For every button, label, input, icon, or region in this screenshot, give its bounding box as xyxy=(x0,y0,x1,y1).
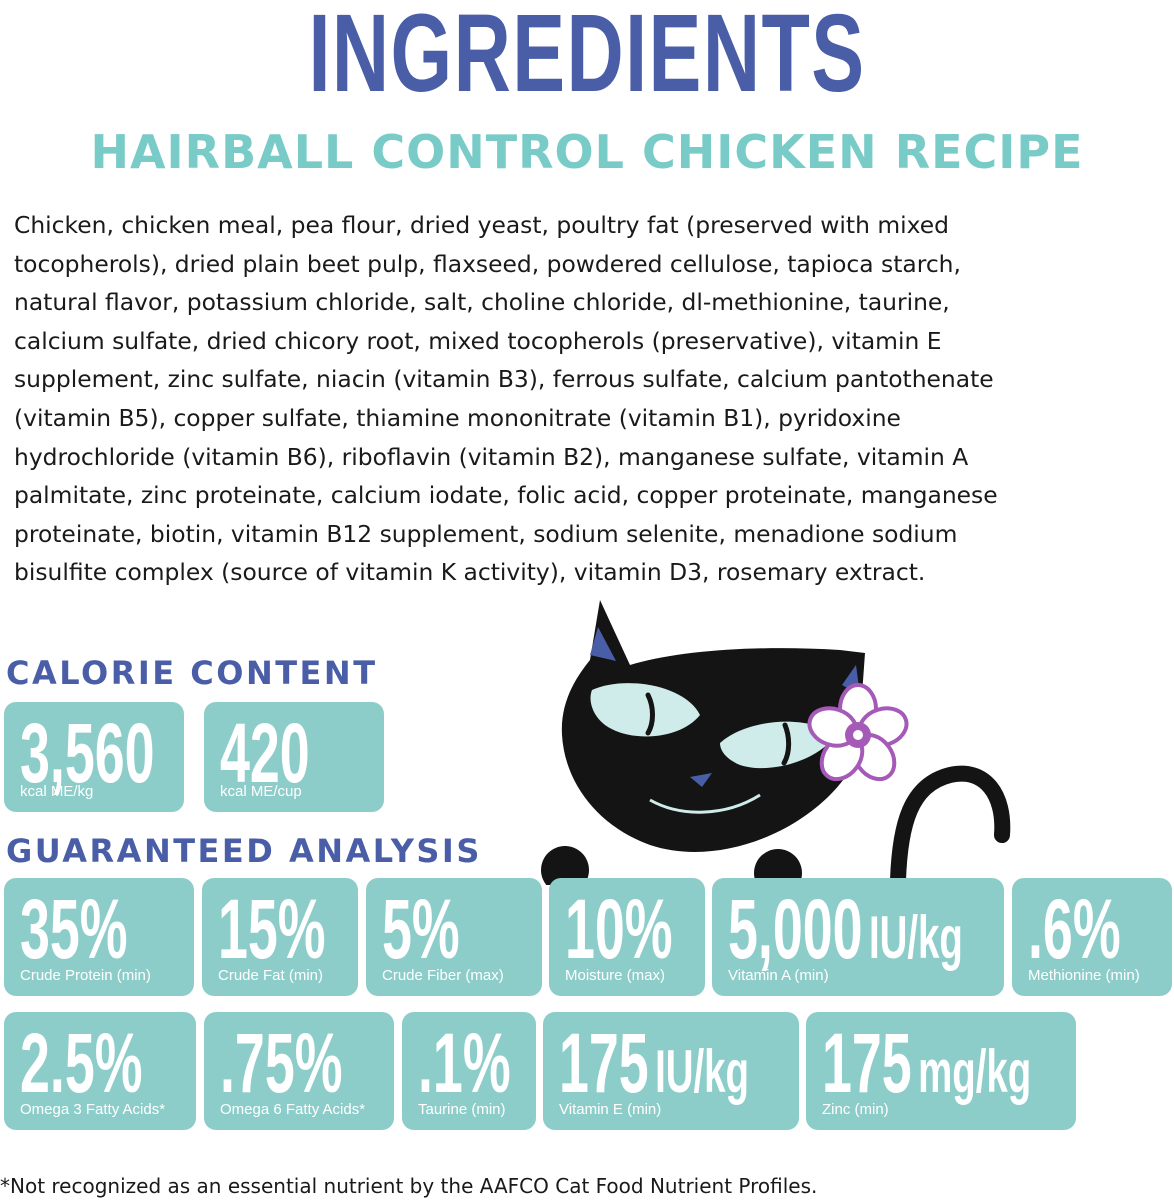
ingredients-line: palmitate, zinc proteinate, calcium ioda… xyxy=(14,481,998,510)
tile-value: .6% xyxy=(1028,882,1121,976)
ingredients-line: tocopherols), dried plain beet pulp, fla… xyxy=(14,249,961,278)
tile-value: 35% xyxy=(20,882,128,976)
analysis-tile: .75% Omega 6 Fatty Acids* xyxy=(204,1012,394,1130)
analysis-heading: GUARANTEED ANALYSIS xyxy=(6,832,482,870)
analysis-tile: 15% Crude Fat (min) xyxy=(202,878,358,996)
ingredients-line: (vitamin B5), copper sulfate, thiamine m… xyxy=(14,403,901,432)
tile-value: 3,560 xyxy=(20,706,155,800)
ingredients-line: supplement, zinc sulfate, niacin (vitami… xyxy=(14,365,994,394)
analysis-tile: 5,000 IU/kg Vitamin A (min) xyxy=(712,878,1004,996)
ingredients-line: proteinate, biotin, vitamin B12 suppleme… xyxy=(14,519,958,548)
analysis-tile: 35% Crude Protein (min) xyxy=(4,878,194,996)
ingredients-line: calcium sulfate, dried chicory root, mix… xyxy=(14,326,942,355)
page-title: INGREDIENTS xyxy=(308,0,866,115)
cat-icon xyxy=(541,600,1011,885)
tile-value: 175 mg/kg xyxy=(822,1016,1032,1110)
calorie-tile: 3,560 kcal ME/kg xyxy=(4,702,184,812)
ingredients-line: Chicken, chicken meal, pea flour, dried … xyxy=(14,211,949,239)
analysis-tile: .6% Methionine (min) xyxy=(1012,878,1172,996)
tile-label: kcal ME/cup xyxy=(220,783,302,800)
tile-value: 5% xyxy=(382,882,460,976)
tile-label: Methionine (min) xyxy=(1028,967,1140,984)
ingredients-line: natural flavor, potassium chloride, salt… xyxy=(14,288,950,317)
analysis-tile: 5% Crude Fiber (max) xyxy=(366,878,542,996)
footnote: *Not recognized as an essential nutrient… xyxy=(0,1174,818,1198)
tile-label: Vitamin A (min) xyxy=(728,967,829,984)
analysis-tile: .1% Taurine (min) xyxy=(402,1012,536,1130)
tile-value: .1% xyxy=(418,1016,511,1110)
tile-label: Omega 3 Fatty Acids* xyxy=(20,1101,166,1118)
tile-label: Taurine (min) xyxy=(418,1101,506,1118)
tile-label: Vitamin E (min) xyxy=(559,1101,662,1118)
calorie-tile: 420 kcal ME/cup xyxy=(204,702,384,812)
ingredients-line: bisulfite complex (source of vitamin K a… xyxy=(14,558,926,587)
tile-label: Zinc (min) xyxy=(822,1101,889,1118)
calorie-heading: CALORIE CONTENT xyxy=(6,654,378,692)
ingredients-line: hydrochloride (vitamin B6), riboflavin (… xyxy=(14,442,969,471)
tile-label: kcal ME/kg xyxy=(20,783,94,800)
analysis-tile: 2.5% Omega 3 Fatty Acids* xyxy=(4,1012,196,1130)
ingredients-list: Chicken, chicken meal, pea flour, dried … xyxy=(14,206,1164,592)
tile-value: 175 IU/kg xyxy=(559,1016,749,1110)
tile-label: Moisture (max) xyxy=(565,967,666,984)
tile-label: Omega 6 Fatty Acids* xyxy=(220,1101,366,1118)
tile-value: 2.5% xyxy=(20,1016,143,1110)
tile-label: Crude Protein (min) xyxy=(20,967,151,984)
analysis-tile: 175 mg/kg Zinc (min) xyxy=(806,1012,1076,1130)
recipe-subtitle: HAIRBALL CONTROL CHICKEN RECIPE xyxy=(90,125,1084,179)
analysis-tile: 10% Moisture (max) xyxy=(549,878,705,996)
tile-value: 10% xyxy=(565,882,673,976)
tile-label: Crude Fiber (max) xyxy=(382,967,504,984)
tile-value: 420 xyxy=(220,706,310,800)
tile-value: .75% xyxy=(220,1016,343,1110)
tile-value: 15% xyxy=(218,882,326,976)
tile-label: Crude Fat (min) xyxy=(218,967,324,984)
flower-icon xyxy=(807,683,909,782)
analysis-tile: 175 IU/kg Vitamin E (min) xyxy=(543,1012,799,1130)
tile-value: 5,000 IU/kg xyxy=(728,882,963,976)
